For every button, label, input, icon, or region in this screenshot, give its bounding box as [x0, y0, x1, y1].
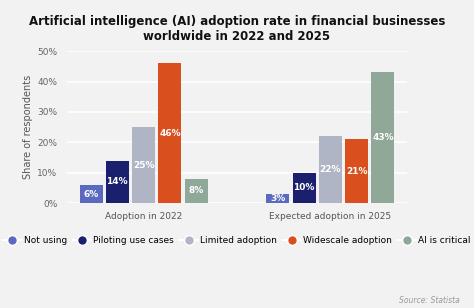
Bar [106, 160, 129, 203]
Bar [80, 185, 102, 203]
Text: 3%: 3% [270, 194, 285, 203]
Text: 10%: 10% [293, 184, 315, 192]
Text: 6%: 6% [83, 189, 99, 199]
Text: 46%: 46% [159, 129, 181, 138]
Bar [132, 127, 155, 203]
Text: 21%: 21% [346, 167, 367, 176]
Bar [158, 63, 182, 203]
Text: 14%: 14% [107, 177, 128, 186]
Title: Artificial intelligence (AI) adoption rate in financial businesses
worldwide in : Artificial intelligence (AI) adoption ra… [29, 15, 445, 43]
Text: 22%: 22% [319, 165, 341, 174]
Legend: Not using, Piloting use cases, Limited adoption, Widescale adoption, AI is criti: Not using, Piloting use cases, Limited a… [1, 235, 473, 247]
Bar [319, 136, 342, 203]
Bar [372, 72, 394, 203]
Text: Adoption in 2022: Adoption in 2022 [105, 212, 182, 221]
Text: 25%: 25% [133, 161, 155, 170]
Text: Expected adoption in 2025: Expected adoption in 2025 [269, 212, 392, 221]
Bar [185, 179, 208, 203]
Text: 8%: 8% [189, 186, 204, 196]
Bar [266, 194, 289, 203]
Y-axis label: Share of respondents: Share of respondents [23, 75, 33, 179]
Bar [345, 139, 368, 203]
Bar [292, 173, 316, 203]
Text: Source: Statista: Source: Statista [399, 296, 460, 305]
Text: 43%: 43% [372, 133, 394, 142]
